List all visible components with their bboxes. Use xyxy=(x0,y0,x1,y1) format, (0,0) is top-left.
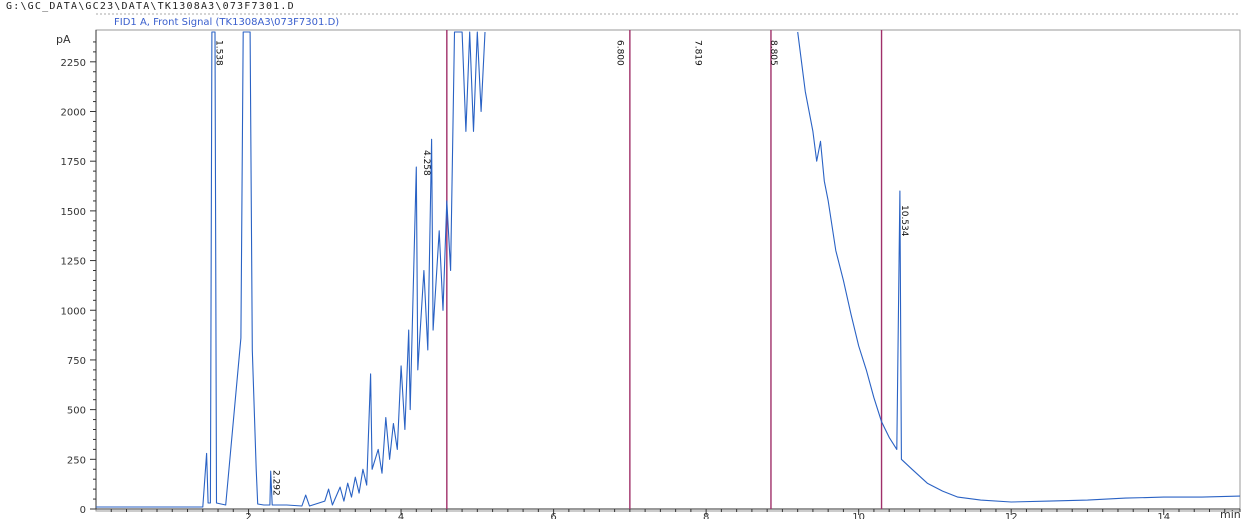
peak-label: 4.258 xyxy=(421,150,431,176)
file-path: G:\GC_DATA\GC23\DATA\TK1308A3\073F7301.D xyxy=(6,1,295,12)
x-tick-label: 14 xyxy=(1157,512,1170,519)
y-tick-label: 1250 xyxy=(61,257,86,268)
signal-trace xyxy=(797,31,1241,503)
peak-label: 6.800 xyxy=(615,40,625,66)
y-tick-label: 1750 xyxy=(61,157,86,168)
y-axis: 0 250 500 750 1000 1250 1500 1750 2000 2250 xyxy=(61,30,97,516)
y-tick-label: 2000 xyxy=(61,108,86,119)
peak-label: 1.538 xyxy=(213,40,223,66)
peak-labels: 1.538 2.292 4.258 6.800 7.819 8.805 10.534 xyxy=(213,40,909,496)
x-tick-label: 2 xyxy=(245,512,251,519)
x-axis-unit: min xyxy=(1220,508,1241,519)
integration-markers xyxy=(446,30,883,509)
y-tick-label: 1500 xyxy=(61,207,86,218)
y-tick-label: 250 xyxy=(67,455,86,466)
y-axis-unit: pA xyxy=(56,33,71,46)
x-tick-label: 8 xyxy=(703,512,709,519)
x-tick-label: 12 xyxy=(1005,512,1018,519)
y-tick-label: 2250 xyxy=(61,58,86,69)
x-tick-label: 6 xyxy=(550,512,556,519)
plot-border xyxy=(95,29,1241,512)
peak-label: 7.819 xyxy=(692,40,702,66)
y-tick-label: 750 xyxy=(67,356,86,367)
y-tick-label: 1000 xyxy=(61,306,86,317)
signal-title: FID1 A, Front Signal (TK1308A3\073F7301.… xyxy=(114,17,339,28)
trace-group xyxy=(96,31,1241,508)
peak-label: 10.534 xyxy=(899,205,909,237)
x-tick-label: 10 xyxy=(852,512,865,519)
x-tick-label: 4 xyxy=(398,512,404,519)
peak-label: 2.292 xyxy=(271,470,281,496)
y-tick-label: 0 xyxy=(80,505,86,516)
x-axis: 2 4 6 8 10 12 14 xyxy=(96,508,1241,519)
peak-label: 8.805 xyxy=(768,40,778,66)
signal-trace xyxy=(96,31,486,508)
y-tick-label: 500 xyxy=(67,406,86,417)
